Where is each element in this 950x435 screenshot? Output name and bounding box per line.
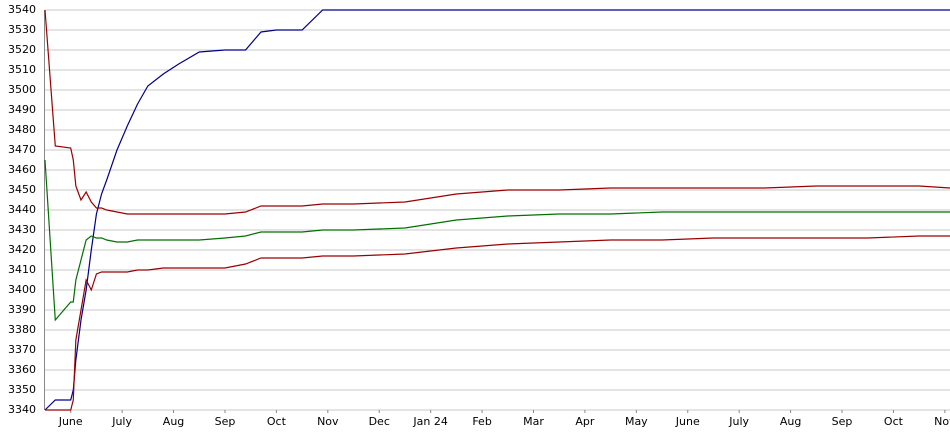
y-tick-label: 3370	[8, 343, 36, 356]
y-tick-label: 3450	[8, 183, 36, 196]
y-tick-label: 3360	[8, 363, 36, 376]
x-tick-label: Dec	[369, 415, 390, 428]
x-tick-label: Aug	[163, 415, 184, 428]
x-tick-label: Oct	[884, 415, 904, 428]
x-tick-label: Sep	[215, 415, 236, 428]
series-line	[44, 159, 950, 322]
x-tick-label: July	[111, 415, 132, 428]
x-tick-label: Jan 24	[412, 415, 447, 428]
x-tick-label: July	[728, 415, 749, 428]
x-tick-label: Mar	[523, 415, 544, 428]
y-tick-label: 3410	[8, 263, 36, 276]
x-tick-label: June	[58, 415, 83, 428]
x-tick-label: Feb	[472, 415, 491, 428]
x-tick-label: Nov	[317, 415, 339, 428]
x-tick-label: Nov	[934, 415, 950, 428]
y-tick-label: 3440	[8, 203, 36, 216]
y-tick-label: 3380	[8, 323, 36, 336]
y-tick-label: 3490	[8, 103, 36, 116]
x-tick-label: Aug	[780, 415, 801, 428]
y-tick-label: 3510	[8, 63, 36, 76]
y-tick-label: 3530	[8, 23, 36, 36]
y-tick-label: 3540	[8, 3, 36, 16]
x-tick-label: June	[675, 415, 700, 428]
y-tick-label: 3430	[8, 223, 36, 236]
series-line	[44, 9, 950, 411]
y-tick-label: 3480	[8, 123, 36, 136]
y-tick-label: 3500	[8, 83, 36, 96]
y-tick-label: 3470	[8, 143, 36, 156]
y-tick-label: 3520	[8, 43, 36, 56]
y-tick-label: 3340	[8, 403, 36, 416]
y-tick-label: 3390	[8, 303, 36, 316]
y-tick-label: 3460	[8, 163, 36, 176]
series-line	[44, 9, 950, 215]
y-tick-label: 3350	[8, 383, 36, 396]
x-tick-label: Apr	[575, 415, 595, 428]
x-tick-label: Sep	[832, 415, 853, 428]
x-tick-label: May	[625, 415, 648, 428]
y-tick-label: 3420	[8, 243, 36, 256]
x-tick-label: Oct	[267, 415, 287, 428]
y-tick-label: 3400	[8, 283, 36, 296]
series-line	[45, 235, 950, 411]
